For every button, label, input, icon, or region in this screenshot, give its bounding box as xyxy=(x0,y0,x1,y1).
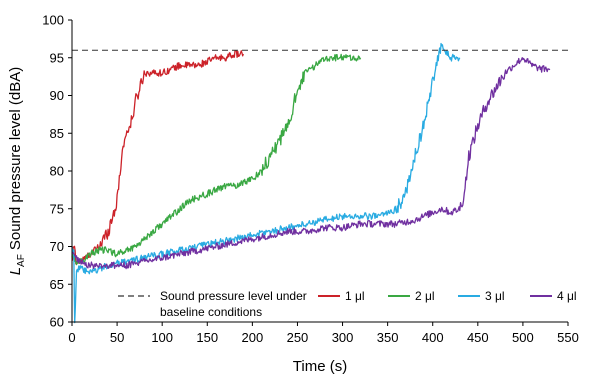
x-axis-title: Time (s) xyxy=(293,358,347,375)
legend-baseline-label-line1: Sound pressure level under xyxy=(160,289,307,303)
y-axis-symbol: L xyxy=(7,267,24,275)
y-tick-label: 95 xyxy=(50,50,64,65)
x-tick-label: 50 xyxy=(110,330,124,345)
legend-label: 1 μl xyxy=(345,289,365,303)
y-axis-title: LAF Sound pressure level (dBA) xyxy=(7,67,27,276)
y-tick-label: 100 xyxy=(42,13,64,28)
y-tick-label: 85 xyxy=(50,126,64,141)
legend: Sound pressure level under baseline cond… xyxy=(118,289,577,319)
x-tick-label: 300 xyxy=(332,330,354,345)
x-tick-label: 500 xyxy=(512,330,534,345)
y-axis-text: Sound pressure level (dBA) xyxy=(7,67,24,250)
x-tick-label: 100 xyxy=(151,330,173,345)
ticks-layer: 0 50 100 150 200 250 300 350 400 450 500 550 60 65 70 7… xyxy=(42,13,579,346)
x-tick-label: 0 xyxy=(68,330,75,345)
legend-baseline-label-line2: baseline conditions xyxy=(160,305,262,319)
legend-label: 2 μl xyxy=(415,289,435,303)
x-tick-label: 150 xyxy=(196,330,218,345)
series-layer xyxy=(71,42,551,324)
legend-series: 1 μl 2 μl 3 μl 4 μl xyxy=(318,289,577,303)
axes-layer xyxy=(71,20,568,323)
series-line xyxy=(71,57,551,270)
series-line xyxy=(71,53,362,266)
x-tick-label: 200 xyxy=(242,330,264,345)
x-tick-label: 400 xyxy=(422,330,444,345)
x-tick-label: 450 xyxy=(467,330,489,345)
legend-label: 3 μl xyxy=(485,289,505,303)
x-tick-label: 550 xyxy=(557,330,579,345)
x-tick-label: 350 xyxy=(377,330,399,345)
y-tick-label: 65 xyxy=(50,277,64,292)
legend-label: 4 μl xyxy=(557,289,577,303)
y-axis-subscript: AF xyxy=(16,254,27,267)
y-tick-label: 80 xyxy=(50,164,64,179)
y-tick-label: 60 xyxy=(50,315,64,330)
y-tick-label: 75 xyxy=(50,201,64,216)
series-line xyxy=(71,42,461,324)
series-line xyxy=(71,49,244,265)
y-tick-label: 70 xyxy=(50,239,64,254)
y-tick-label: 90 xyxy=(50,88,64,103)
x-tick-label: 250 xyxy=(287,330,309,345)
